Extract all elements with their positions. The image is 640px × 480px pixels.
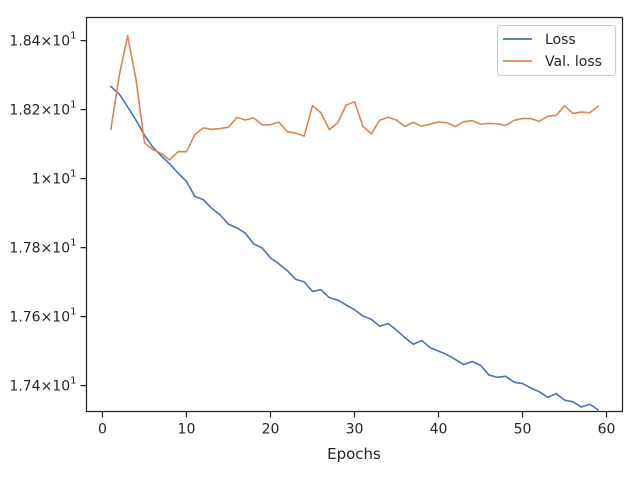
y-axis: 1.74×101 1.76×101 1.78×101 1×101 1.82×101 1.8… bbox=[9, 31, 87, 395]
x-tick-label: 60 bbox=[598, 422, 616, 438]
legend-label-val-loss: Val. loss bbox=[545, 54, 602, 70]
y-tick-label: 1.84×101 bbox=[9, 31, 76, 50]
series-line-loss bbox=[110, 85, 599, 411]
x-axis: 0 10 20 30 40 50 60 bbox=[98, 411, 616, 438]
x-tick-label: 40 bbox=[430, 422, 448, 438]
plot-frame bbox=[85, 16, 624, 413]
legend: Loss Val. loss bbox=[497, 25, 616, 76]
series-line-val-loss bbox=[110, 34, 599, 161]
x-tick-label: 30 bbox=[346, 422, 364, 438]
y-tick-label: 1×101 bbox=[32, 169, 77, 188]
x-tick-label: 50 bbox=[514, 422, 532, 438]
y-tick-label: 1.78×101 bbox=[9, 238, 76, 257]
x-tick-label: 0 bbox=[98, 422, 107, 438]
series-layer bbox=[110, 34, 599, 411]
y-tick-label: 1.76×101 bbox=[9, 307, 76, 326]
y-tick-label: 1.74×101 bbox=[9, 376, 76, 395]
x-tick-label: 20 bbox=[262, 422, 280, 438]
x-tick-label: 10 bbox=[178, 422, 196, 438]
legend-label-loss: Loss bbox=[545, 32, 576, 48]
x-axis-label: Epochs bbox=[327, 445, 381, 463]
legend-box bbox=[497, 25, 616, 76]
y-tick-label: 1.82×101 bbox=[9, 100, 76, 119]
